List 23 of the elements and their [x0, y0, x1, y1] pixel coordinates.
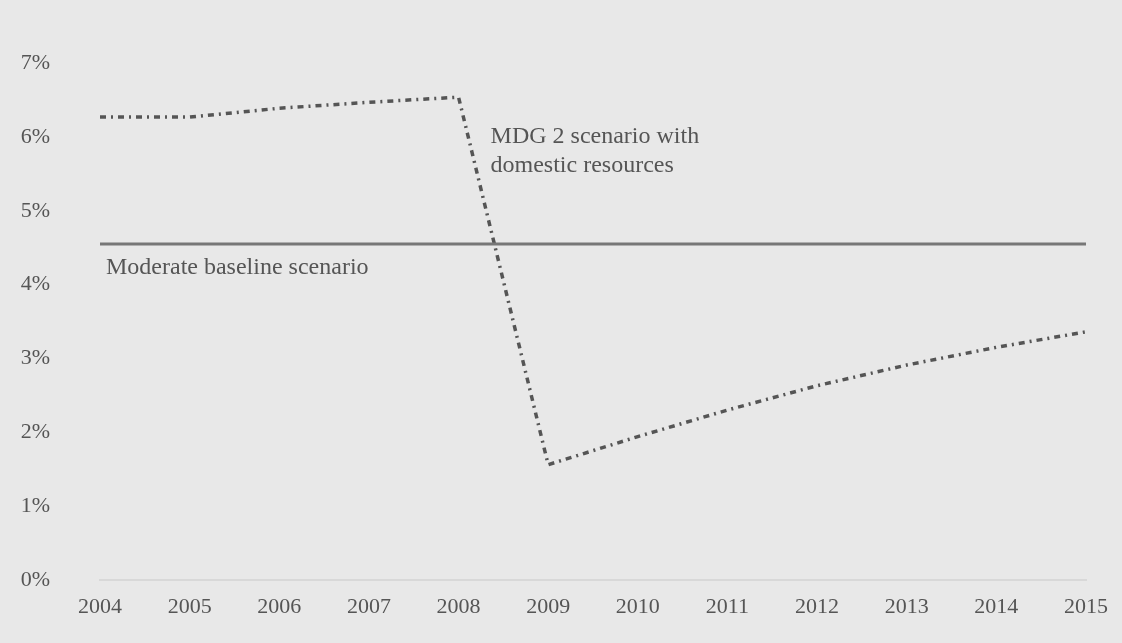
x-tick-label: 2008 — [436, 592, 481, 618]
x-tick-label: 2006 — [257, 592, 302, 618]
x-tick-label: 2010 — [615, 592, 660, 618]
x-tick-label: 2005 — [167, 592, 212, 618]
x-tick-label: 2015 — [1064, 592, 1108, 618]
y-tick-label: 3% — [20, 344, 50, 370]
line-series — [98, 95, 1088, 467]
ref-line-label: Moderate baseline scenario — [106, 253, 369, 280]
x-tick-label: 2007 — [346, 592, 391, 618]
x-tick-label: 2013 — [884, 592, 929, 618]
y-tick-label: 0% — [20, 565, 50, 591]
x-tick-label: 2011 — [705, 592, 750, 618]
x-tick-label: 2014 — [974, 592, 1019, 618]
series-label: MDG 2 scenario with domestic resources — [490, 122, 700, 178]
y-tick-label: 5% — [20, 196, 50, 222]
x-tick-label: 2012 — [795, 592, 840, 618]
y-tick-label: 7% — [20, 48, 50, 74]
y-tick-label: 1% — [20, 491, 50, 517]
y-tick-label: 6% — [20, 122, 50, 148]
y-tick-label: 2% — [20, 417, 50, 443]
y-tick-label: 4% — [20, 270, 50, 296]
x-tick-label: 2009 — [526, 592, 571, 618]
x-tick-label: 2004 — [78, 592, 122, 618]
